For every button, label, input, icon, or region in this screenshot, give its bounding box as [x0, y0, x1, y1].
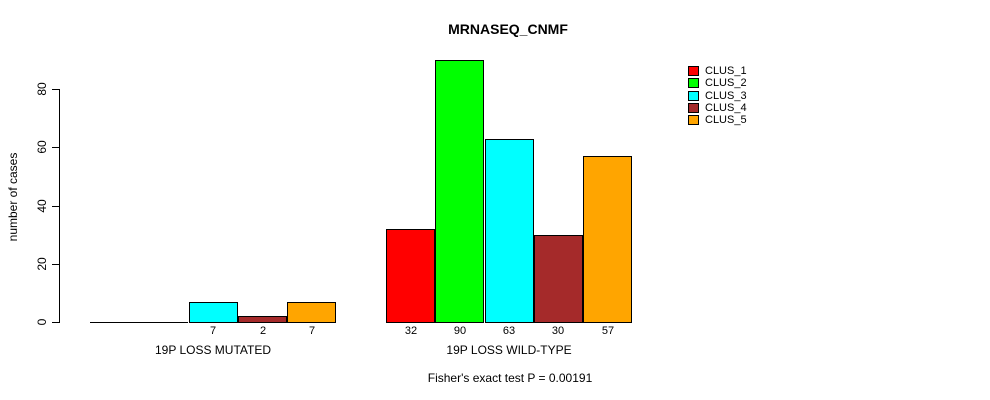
y-axis-label: number of cases — [6, 152, 20, 242]
bar-value-label: 32 — [404, 325, 418, 337]
bar-clus_4 — [534, 235, 583, 323]
category-label: 19P LOSS WILD-TYPE — [446, 343, 572, 357]
bar-value-label: 7 — [209, 325, 217, 337]
legend-swatch-clus_3 — [688, 90, 699, 101]
legend-label: CLUS_4 — [705, 101, 747, 114]
bar-value-label: 57 — [601, 325, 615, 337]
bar-clus_1 — [386, 229, 435, 323]
chart-title: MRNASEQ_CNMF — [448, 21, 568, 37]
bar-clus_2 — [435, 60, 484, 323]
bar-clus_5 — [583, 156, 632, 323]
legend-label: CLUS_1 — [705, 65, 747, 77]
legend-label: CLUS_5 — [705, 114, 747, 127]
y-axis-tick-label: 80 — [35, 82, 49, 96]
y-axis-tick — [52, 264, 59, 265]
y-axis-tick — [52, 89, 59, 90]
bar-clus_4 — [238, 316, 287, 323]
bar-value-label: 30 — [551, 325, 565, 337]
legend-label: CLUS_2 — [705, 77, 747, 90]
legend-swatch-clus_2 — [688, 78, 699, 89]
annotation-text: Fisher's exact test P = 0.00191 — [427, 371, 593, 385]
y-axis-tick-label: 0 — [35, 318, 49, 326]
bar-clus_3 — [485, 139, 534, 323]
y-axis-tick — [52, 322, 59, 323]
legend-swatch-clus_1 — [688, 66, 699, 76]
category-label: 19P LOSS MUTATED — [154, 343, 272, 357]
bar-clus_3 — [189, 302, 238, 323]
y-axis-tick-label: 60 — [35, 140, 49, 154]
legend-label: CLUS_3 — [705, 89, 747, 102]
bar-clus_5 — [287, 302, 336, 323]
bar-clus_1 — [90, 322, 139, 323]
legend-swatch-clus_4 — [688, 102, 699, 113]
y-axis-line — [59, 89, 60, 323]
bar-value-label: 7 — [308, 325, 316, 337]
legend-swatch-clus_5 — [688, 115, 699, 126]
y-axis-tick — [52, 206, 59, 207]
bar-value-label: 90 — [453, 325, 467, 337]
y-axis-tick-label: 20 — [35, 257, 49, 271]
bar-value-label: 2 — [259, 325, 267, 337]
y-axis-tick — [52, 147, 59, 148]
bar-clus_2 — [139, 322, 188, 323]
y-axis-tick-label: 40 — [35, 199, 49, 213]
bar-value-label: 63 — [502, 325, 516, 337]
